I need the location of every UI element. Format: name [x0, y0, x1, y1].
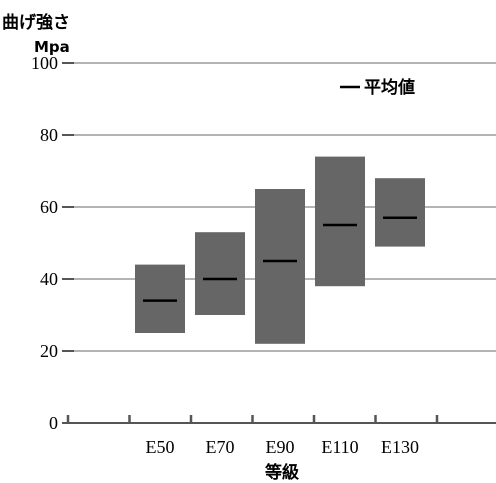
y-tick-label: 40 [40, 269, 58, 289]
legend: 平均値 [340, 77, 415, 98]
y-tick-label: 80 [40, 125, 58, 145]
range-bar-e90 [255, 189, 305, 344]
y-tick-label: 0 [49, 413, 58, 433]
x-tick-label: E50 [146, 437, 175, 457]
x-tick-label: E70 [206, 437, 235, 457]
x-tick-label: E90 [266, 437, 295, 457]
y-tick-label: 20 [40, 341, 58, 361]
range-bar-e70 [195, 232, 245, 315]
legend-label: 平均値 [364, 77, 415, 98]
range-bars [135, 157, 425, 344]
range-bar-e50 [135, 265, 185, 333]
x-tick-labels: E50 E70 E90 E110 E130 [146, 437, 420, 457]
x-axis-label: 等級 [265, 462, 299, 483]
x-tick-label: E130 [381, 437, 419, 457]
range-bar-e130 [375, 178, 425, 246]
range-bar-e110 [315, 157, 365, 287]
x-tick-label: E110 [321, 437, 358, 457]
y-axis-label: 曲げ強さ [2, 12, 70, 33]
y-tick-labels: 0 20 40 60 80 100 [31, 53, 58, 433]
y-tick-label: 60 [40, 197, 58, 217]
y-tick-label: 100 [31, 53, 58, 73]
